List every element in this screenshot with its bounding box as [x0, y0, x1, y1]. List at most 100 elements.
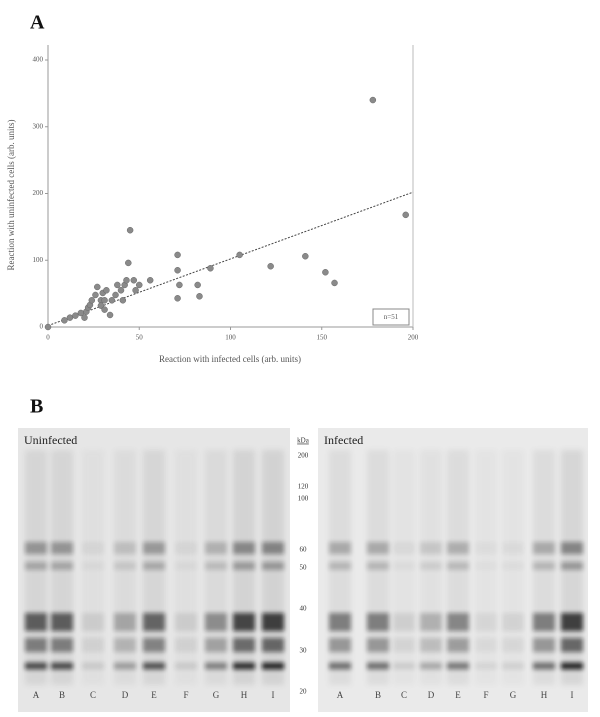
band — [447, 562, 469, 570]
data-point — [81, 314, 88, 321]
y-tick-label: 200 — [33, 189, 44, 197]
data-point — [72, 312, 79, 319]
band — [262, 562, 284, 570]
kda-marker: 200 — [298, 452, 309, 460]
band — [447, 638, 469, 652]
band — [502, 613, 524, 631]
data-point — [194, 281, 201, 289]
lane-label: B — [59, 690, 65, 700]
data-point — [146, 277, 154, 284]
scatter-plot: Reaction with infected cells (arb. units… — [6, 45, 419, 364]
band — [114, 542, 136, 554]
band — [25, 562, 47, 570]
band — [420, 613, 442, 631]
band — [502, 662, 524, 670]
band — [502, 542, 524, 554]
kda-marker: 40 — [300, 605, 308, 613]
band — [420, 662, 442, 670]
band — [393, 562, 415, 570]
band — [367, 562, 389, 570]
band — [420, 638, 442, 652]
band — [233, 662, 255, 670]
band — [114, 613, 136, 631]
y-tick-label: 0 — [40, 323, 44, 331]
band — [82, 562, 104, 570]
kda-label: kDa — [297, 437, 310, 445]
data-point — [125, 259, 132, 267]
legend-text: n=51 — [384, 313, 399, 321]
band — [367, 638, 389, 652]
band — [561, 542, 583, 554]
band — [561, 613, 583, 631]
band — [262, 542, 284, 554]
data-point — [101, 297, 108, 304]
band — [533, 662, 555, 670]
data-point — [106, 311, 114, 319]
data-point — [174, 267, 181, 274]
band — [447, 662, 469, 670]
band — [233, 542, 255, 554]
lane-label: D — [122, 690, 129, 700]
y-axis-title: Reaction with uninfected cells (arb. uni… — [6, 120, 16, 271]
band — [393, 662, 415, 670]
band — [475, 613, 497, 631]
data-point — [331, 279, 338, 287]
data-point — [267, 263, 274, 270]
kda-marker: 100 — [298, 495, 309, 503]
lane-label: I — [272, 690, 275, 700]
band — [233, 562, 255, 570]
data-point — [207, 265, 214, 272]
band — [51, 613, 73, 631]
band — [51, 562, 73, 570]
data-point — [322, 269, 329, 276]
band — [475, 542, 497, 554]
data-point — [117, 287, 125, 294]
panel-letter: B — [30, 396, 43, 418]
trend-line — [47, 191, 414, 327]
lane-label: E — [151, 690, 157, 700]
band — [502, 638, 524, 652]
band — [533, 638, 555, 652]
band — [447, 542, 469, 554]
data-point — [88, 297, 96, 304]
band — [420, 562, 442, 570]
band — [420, 542, 442, 554]
band — [329, 638, 351, 652]
x-tick-label: 100 — [225, 334, 236, 342]
band — [175, 562, 197, 570]
data-point — [108, 297, 116, 304]
data-point — [123, 277, 130, 284]
band — [25, 542, 47, 554]
band — [262, 613, 284, 631]
data-point — [174, 295, 181, 302]
data-point — [97, 302, 105, 309]
band — [175, 638, 197, 652]
x-tick-label: 0 — [46, 334, 50, 342]
band — [393, 542, 415, 554]
blot-title: Uninfected — [24, 433, 77, 447]
band — [367, 542, 389, 554]
band — [329, 662, 351, 670]
band — [205, 613, 227, 631]
lane-label: A — [33, 690, 40, 700]
data-point — [61, 317, 68, 324]
band — [143, 542, 165, 554]
band — [533, 613, 555, 631]
band — [205, 562, 227, 570]
band — [367, 613, 389, 631]
data-point — [112, 291, 119, 299]
band — [533, 562, 555, 570]
band — [143, 613, 165, 631]
band — [205, 662, 227, 670]
data-point — [130, 277, 138, 284]
data-point — [114, 281, 121, 289]
lane-label: C — [90, 690, 96, 700]
band — [329, 542, 351, 554]
band — [561, 662, 583, 670]
band — [533, 542, 555, 554]
band — [329, 613, 351, 631]
lane-label: G — [213, 690, 220, 700]
blot-title: Infected — [324, 433, 363, 447]
band — [143, 638, 165, 652]
band — [262, 662, 284, 670]
